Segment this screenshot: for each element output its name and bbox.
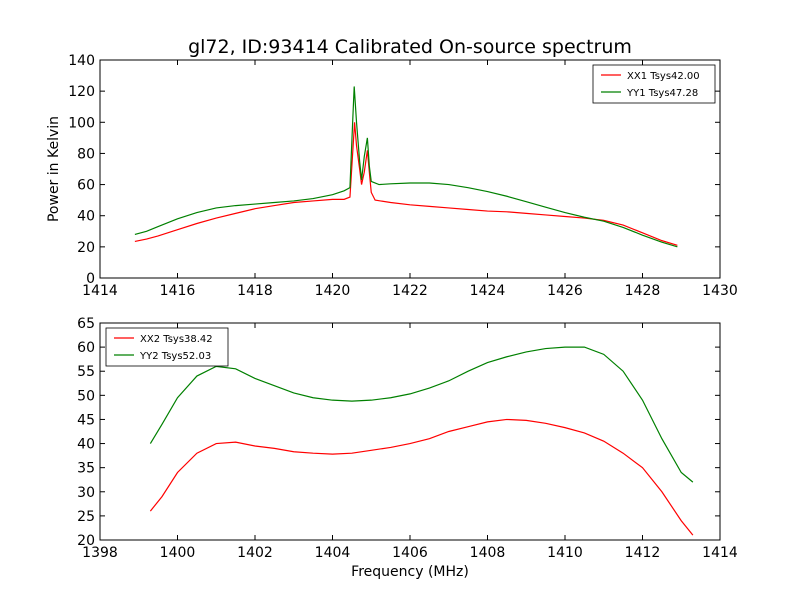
x-tick-label: 1414: [702, 545, 738, 561]
x-tick-label: 1412: [625, 545, 661, 561]
x-tick-label: 1422: [392, 283, 428, 299]
series-line-2-1: [149, 418, 694, 536]
x-tick-label: 1414: [82, 283, 118, 299]
y-tick-label: 50: [77, 388, 95, 404]
y-tick-label: 60: [77, 340, 95, 356]
figure-title: gl72, ID:93414 Calibrated On-source spec…: [188, 36, 632, 58]
x-tick-label: 1398: [82, 545, 118, 561]
x-tick-label: 1402: [237, 545, 273, 561]
panel-1: 1414 1416 1418 1420 1422 1424 1426 1428 1430 0 20 4…: [68, 53, 738, 299]
series-line-1-2: [134, 86, 678, 248]
y-axis-label: Power in Kelvin: [46, 116, 62, 222]
y-tick-label: 100: [68, 115, 95, 131]
x-tick-label: 1408: [470, 545, 506, 561]
x-tick-label: 1430: [702, 283, 738, 299]
x-tick-label: 1420: [315, 283, 351, 299]
legend-label: YY2 Tsys52.03: [139, 351, 211, 362]
x-tick-label: 1424: [470, 283, 506, 299]
x-axis-label: Frequency (MHz): [351, 564, 469, 580]
y-tick-label: 35: [77, 461, 95, 477]
y-tick-label: 55: [77, 364, 95, 380]
x-tick-label: 1428: [625, 283, 661, 299]
y-tick-label: 20: [77, 533, 95, 549]
series-line-1-1: [134, 122, 678, 246]
y-tick-label: 45: [77, 412, 95, 428]
y-tick-label: 140: [68, 53, 95, 69]
legend-label: YY1 Tsys47.28: [626, 88, 698, 99]
y-tick-label: 40: [77, 437, 95, 453]
panel-2: 1398 1400 1402 1404 1406 1408 1410 1412 1414 20 25…: [77, 316, 738, 561]
y-tick-label: 30: [77, 485, 95, 501]
series-line-2-2: [149, 346, 694, 483]
plots-group: 1414 1416 1418 1420 1422 1424 1426 1428 1430 0 20 4…: [68, 53, 738, 561]
x-tick-label: 1410: [547, 545, 583, 561]
x-tick-label: 1400: [160, 545, 196, 561]
x-tick-label: 1418: [237, 283, 273, 299]
x-tick-label: 1426: [547, 283, 583, 299]
y-tick-label: 60: [77, 178, 95, 194]
y-tick-label: 0: [86, 271, 95, 287]
x-tick-label: 1416: [160, 283, 196, 299]
y-tick-label: 40: [77, 209, 95, 225]
x-tick-label: 1404: [315, 545, 351, 561]
y-tick-label: 80: [77, 146, 95, 162]
y-tick-label: 120: [68, 84, 95, 100]
legend-label: XX1 Tsys42.00: [627, 71, 700, 82]
legend-label: XX2 Tsys38.42: [140, 334, 213, 345]
y-tick-label: 20: [77, 240, 95, 256]
legend-box: [105, 327, 229, 367]
legend-box: [592, 64, 716, 104]
y-tick-label: 65: [77, 316, 95, 332]
x-tick-label: 1406: [392, 545, 428, 561]
y-tick-label: 25: [77, 509, 95, 525]
